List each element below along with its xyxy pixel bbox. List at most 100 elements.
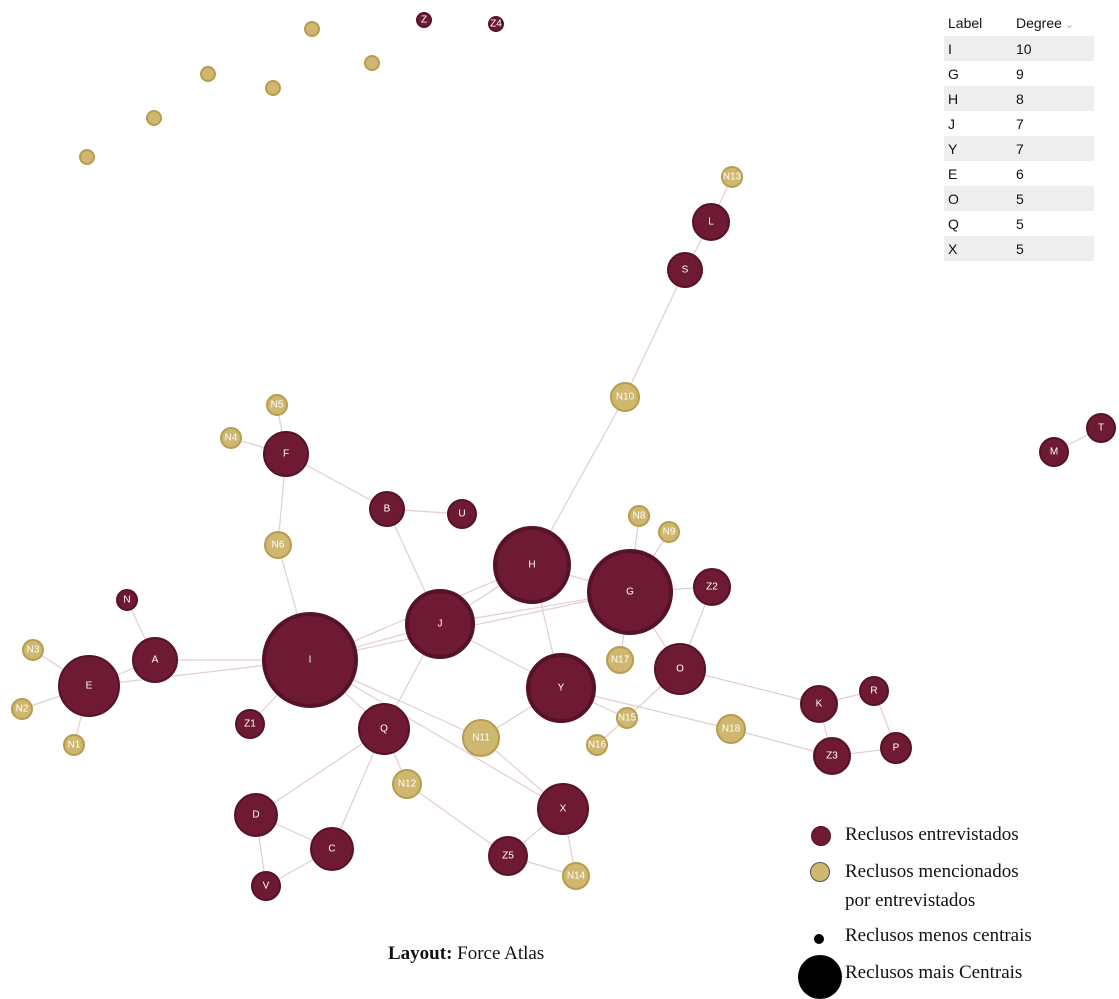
node-E[interactable]: E [58,655,120,717]
node-R[interactable]: R [859,676,889,706]
legend-mentioned-label-cont: por entrevistados [845,890,976,911]
node-circle [488,16,504,32]
node-K[interactable]: K [800,685,838,723]
node-N2[interactable]: N2 [11,698,33,720]
node-C[interactable]: C [310,827,354,871]
node-I[interactable]: I [262,612,358,708]
node-Z4[interactable]: Z4 [488,16,504,32]
caption-bold: Layout: [388,943,453,964]
node-label: N11 [472,733,490,744]
degree-table-header: Label Degree ⌄ [944,10,1094,36]
node-circle [262,612,358,708]
edge-layer [21,176,1102,887]
node-label: N8 [633,511,646,522]
node-label: N [123,595,130,606]
node-circle [251,871,281,901]
node-i2[interactable] [364,55,380,71]
node-i5[interactable] [146,110,162,126]
column-header-degree[interactable]: Degree ⌄ [1016,15,1075,31]
node-i3[interactable] [200,66,216,82]
node-X[interactable]: X [537,783,589,835]
node-circle [606,646,634,674]
node-N6[interactable]: N6 [264,531,292,559]
node-S[interactable]: S [667,252,703,288]
node-N[interactable]: N [116,589,138,611]
node-N8[interactable]: N8 [628,505,650,527]
node-N14[interactable]: N14 [562,862,590,890]
node-N18[interactable]: N18 [716,714,746,744]
legend-less-central-label: Reclusos menos centrais [845,925,1032,946]
node-i4[interactable] [265,80,281,96]
row-degree: 5 [1012,211,1094,236]
node-N9[interactable]: N9 [658,521,680,543]
node-label: N9 [663,527,676,538]
node-M[interactable]: M [1039,437,1069,467]
node-N13[interactable]: N13 [721,166,743,188]
table-row[interactable]: I 10 [944,36,1094,61]
node-circle [79,149,95,165]
node-B[interactable]: B [369,491,405,527]
node-label: Z3 [826,751,838,762]
node-circle [200,66,216,82]
legend-more-central-label: Reclusos mais Centrais [845,962,1023,983]
node-circle [692,203,730,241]
node-label: N12 [398,779,417,790]
node-N5[interactable]: N5 [266,394,288,416]
node-label: N6 [272,540,285,551]
node-H[interactable]: H [493,526,571,604]
node-label: X [560,804,567,815]
node-D[interactable]: D [234,793,278,837]
node-A[interactable]: A [132,637,178,683]
node-V[interactable]: V [251,871,281,901]
node-circle [859,676,889,706]
node-N1[interactable]: N1 [63,734,85,756]
node-N11[interactable]: N11 [462,719,500,757]
node-i1[interactable] [304,21,320,37]
node-P[interactable]: P [880,732,912,764]
node-label: L [708,217,714,228]
caption-text: Force Atlas [452,943,545,964]
node-Y[interactable]: Y [526,653,596,723]
node-F[interactable]: F [263,431,309,477]
node-label: D [252,810,259,821]
node-i6[interactable] [79,149,95,165]
node-N12[interactable]: N12 [392,769,422,799]
node-N15[interactable]: N15 [616,707,638,729]
node-label: K [816,699,823,710]
node-Q[interactable]: Q [358,703,410,755]
node-circle [358,703,410,755]
row-label: H [944,86,1012,111]
node-N17[interactable]: N17 [606,646,634,674]
node-label: N2 [16,704,29,715]
node-circle [234,793,278,837]
node-G[interactable]: G [587,549,673,635]
node-label: N4 [225,433,238,444]
node-T[interactable]: T [1086,413,1116,443]
node-Z1[interactable]: Z1 [235,709,265,739]
node-N10[interactable]: N10 [610,382,640,412]
node-circle [220,427,242,449]
node-L[interactable]: L [692,203,730,241]
node-J[interactable]: J [405,589,475,659]
column-header-label[interactable]: Label [948,15,983,31]
node-Z2[interactable]: Z2 [693,568,731,606]
node-Z5[interactable]: Z5 [488,836,528,876]
row-degree: 7 [1012,111,1094,136]
node-U[interactable]: U [447,499,477,529]
node-N16[interactable]: N16 [586,734,608,756]
node-N4[interactable]: N4 [220,427,242,449]
node-Z3[interactable]: Z3 [813,737,851,775]
node-Z[interactable]: Z [416,12,432,28]
node-N3[interactable]: N3 [22,639,44,661]
node-O[interactable]: O [654,643,706,695]
